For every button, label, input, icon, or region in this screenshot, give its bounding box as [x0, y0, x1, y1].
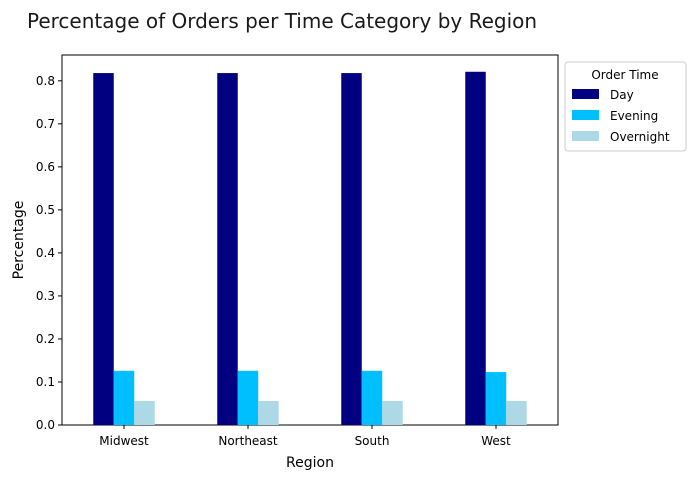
y-tick-label: 0.5 [36, 203, 55, 217]
legend-label-day: Day [610, 88, 634, 102]
y-tick-label: 0.4 [36, 246, 55, 260]
bar-evening-northeast [237, 370, 259, 425]
bar-day-northeast [217, 73, 238, 425]
plot-frame [61, 54, 559, 426]
bar-overnight-west [506, 400, 527, 425]
bar-overnight-south [382, 400, 403, 425]
legend-box [564, 61, 687, 152]
y-tick-label: 0.8 [36, 74, 55, 88]
y-tick-label: 0.2 [36, 332, 55, 346]
bar-evening-midwest [113, 370, 135, 425]
bar-evening-south [361, 370, 383, 425]
y-tick-label: 0.7 [36, 117, 55, 131]
y-axis-label: Percentage [11, 201, 27, 280]
x-axis-ticks: Midwest Northeast South West [99, 425, 511, 448]
y-tick-label: 0.0 [36, 418, 55, 432]
legend-label-evening: Evening [610, 109, 658, 123]
legend-items: Day Evening Overnight [572, 88, 670, 144]
y-tick-label: 0.3 [36, 289, 55, 303]
legend: Order Time Day Evening Overnight [564, 61, 687, 152]
legend-title: Order Time [591, 68, 658, 82]
bar-overnight-northeast [258, 400, 279, 425]
bar-evening-west [485, 372, 507, 425]
y-axis-ticks: 0.0 0.1 0.2 0.3 0.4 0.5 0.6 0.7 0.8 [36, 74, 62, 432]
bar-overnight-midwest [134, 400, 155, 425]
x-tick-label: South [355, 434, 390, 448]
bar-day-midwest [93, 73, 114, 425]
legend-label-overnight: Overnight [610, 130, 670, 144]
legend-swatch-overnight [572, 131, 599, 141]
x-tick-label: West [481, 434, 511, 448]
legend-swatch-day [572, 89, 599, 99]
chart-title: Percentage of Orders per Time Category b… [27, 9, 537, 33]
x-tick-label: Northeast [218, 434, 278, 448]
x-axis-label: Region [286, 455, 334, 471]
y-tick-label: 0.6 [36, 160, 55, 174]
bar-day-west [465, 71, 486, 425]
y-tick-label: 0.1 [36, 375, 55, 389]
plot-area: 0.0 0.1 0.2 0.3 0.4 0.5 0.6 0.7 0.8 Midwest North… [36, 54, 559, 448]
x-tick-label: Midwest [99, 434, 149, 448]
legend-swatch-evening [572, 110, 599, 120]
bars [93, 71, 527, 425]
bar-day-south [341, 73, 362, 425]
